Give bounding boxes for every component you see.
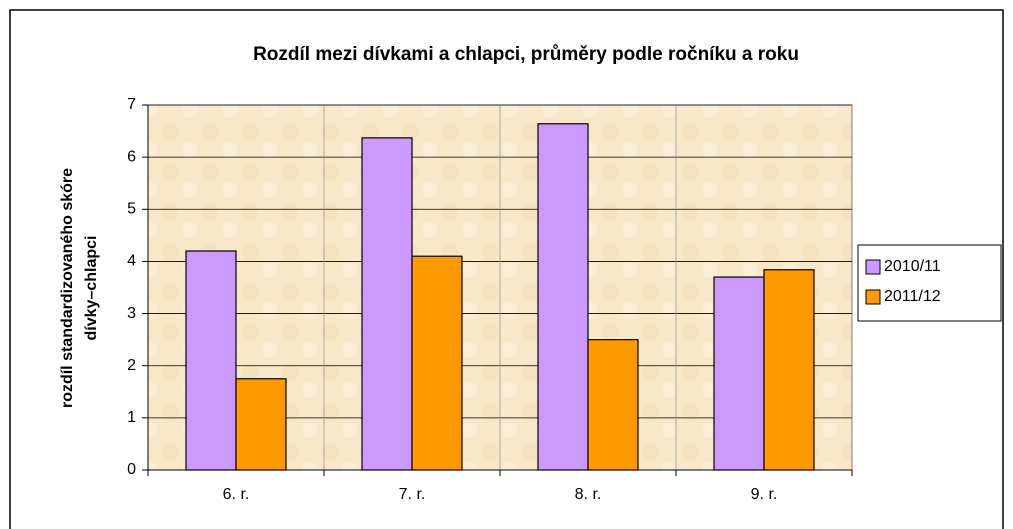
x-tick-label: 9. r. xyxy=(751,486,778,503)
bar xyxy=(185,250,237,471)
legend xyxy=(857,244,1002,322)
y-axis-label: dívky–chlapci xyxy=(83,236,100,341)
y-tick-label: 6 xyxy=(127,148,136,165)
legend-label: 2010/11 xyxy=(884,258,941,275)
bar xyxy=(361,137,413,471)
legend-swatch xyxy=(865,259,881,275)
x-tick-label: 8. r. xyxy=(575,486,602,503)
legend-label: 2011/12 xyxy=(884,288,941,305)
bar xyxy=(411,255,463,471)
chart-title: Rozdíl mezi dívkami a chlapci, průměry p… xyxy=(253,44,799,65)
bar xyxy=(713,276,765,471)
bar xyxy=(587,339,639,471)
y-axis-label: rozdíl standardizovaného skóre xyxy=(59,168,76,408)
x-tick-label: 7. r. xyxy=(399,486,426,503)
legend-swatch xyxy=(865,289,881,305)
y-tick-label: 4 xyxy=(127,253,136,270)
bar xyxy=(763,269,815,471)
y-tick-label: 5 xyxy=(127,201,136,218)
y-tick-label: 3 xyxy=(127,305,136,322)
bar xyxy=(235,378,287,471)
bar xyxy=(537,123,589,471)
y-tick-label: 1 xyxy=(127,409,136,426)
x-tick-label: 6. r. xyxy=(223,486,250,503)
y-tick-label: 2 xyxy=(127,357,136,374)
y-tick-label: 0 xyxy=(127,461,136,478)
y-tick-label: 7 xyxy=(127,96,136,113)
